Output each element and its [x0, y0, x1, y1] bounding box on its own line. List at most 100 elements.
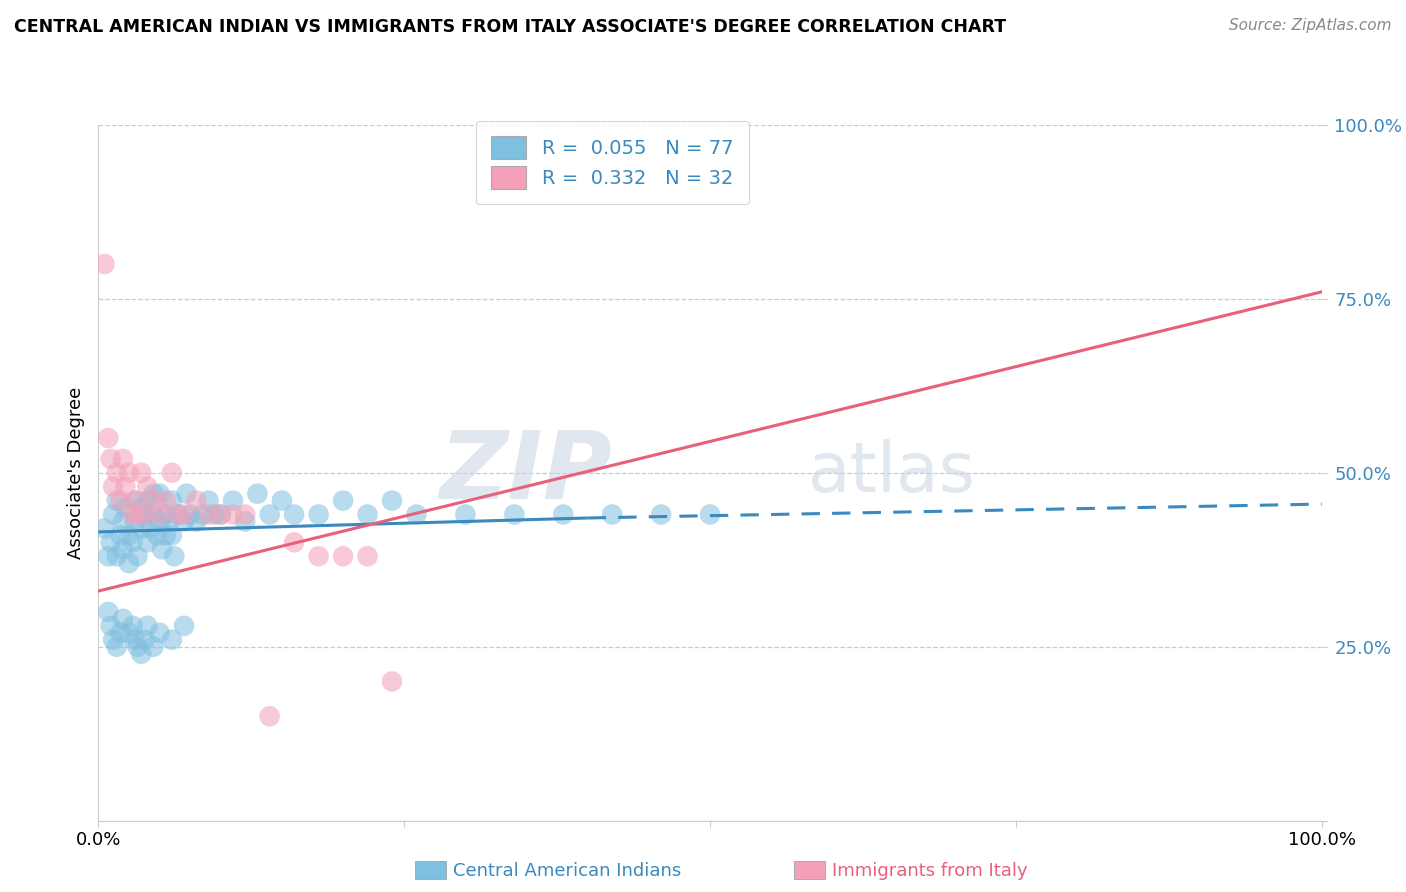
Point: [308, 549, 330, 564]
Point: [105, 466, 128, 480]
Point: [149, 508, 172, 522]
Point: [149, 486, 172, 500]
Point: [134, 508, 156, 522]
Point: [127, 549, 149, 564]
Point: [142, 508, 165, 522]
Point: [209, 508, 232, 522]
Point: [97, 549, 120, 564]
Point: [118, 466, 141, 480]
Point: [356, 549, 378, 564]
Point: [197, 508, 219, 522]
Point: [105, 549, 128, 564]
Point: [173, 619, 195, 633]
Text: ZIP: ZIP: [439, 426, 612, 519]
Point: [121, 535, 143, 549]
Point: [197, 493, 219, 508]
Point: [381, 674, 404, 689]
Point: [111, 542, 134, 557]
Point: [454, 508, 477, 522]
Point: [105, 493, 128, 508]
Point: [176, 486, 198, 500]
Point: [118, 528, 141, 542]
Point: [173, 515, 195, 529]
Point: [142, 486, 165, 500]
Point: [124, 515, 146, 529]
Point: [163, 549, 186, 564]
Point: [146, 528, 169, 542]
Point: [105, 640, 128, 654]
Point: [110, 625, 132, 640]
Point: [142, 640, 165, 654]
Point: [246, 486, 269, 500]
Point: [259, 709, 281, 723]
Point: [93, 257, 115, 271]
Point: [160, 466, 183, 480]
Point: [101, 508, 124, 522]
Text: Source: ZipAtlas.com: Source: ZipAtlas.com: [1229, 18, 1392, 33]
Point: [157, 515, 180, 529]
Point: [283, 508, 305, 522]
Point: [100, 535, 122, 549]
Point: [650, 508, 672, 522]
Point: [160, 632, 183, 647]
Legend: R =  0.055   N = 77, R =  0.332   N = 32: R = 0.055 N = 77, R = 0.332 N = 32: [475, 120, 749, 204]
Point: [173, 508, 195, 522]
Point: [97, 605, 120, 619]
Text: CENTRAL AMERICAN INDIAN VS IMMIGRANTS FROM ITALY ASSOCIATE'S DEGREE CORRELATION : CENTRAL AMERICAN INDIAN VS IMMIGRANTS FR…: [14, 18, 1007, 36]
Point: [405, 508, 427, 522]
Point: [155, 528, 177, 542]
Point: [114, 500, 136, 515]
Point: [136, 480, 159, 494]
Point: [118, 625, 141, 640]
Point: [124, 632, 146, 647]
Point: [110, 528, 132, 542]
Point: [699, 508, 721, 522]
Point: [332, 493, 354, 508]
Point: [179, 508, 201, 522]
Point: [142, 493, 165, 508]
Point: [308, 508, 330, 522]
Point: [134, 632, 156, 647]
Point: [167, 508, 190, 522]
Point: [139, 521, 162, 535]
Point: [129, 466, 152, 480]
Point: [100, 451, 122, 466]
Point: [155, 508, 177, 522]
Point: [111, 515, 134, 529]
Point: [124, 493, 146, 508]
Point: [149, 515, 172, 529]
Point: [259, 508, 281, 522]
Point: [155, 493, 177, 508]
Point: [121, 619, 143, 633]
Point: [129, 647, 152, 661]
Point: [503, 508, 526, 522]
Point: [191, 508, 214, 522]
Point: [127, 508, 149, 522]
Point: [111, 612, 134, 626]
Point: [270, 493, 294, 508]
Point: [136, 493, 159, 508]
Point: [101, 632, 124, 647]
Point: [129, 521, 152, 535]
Point: [186, 515, 208, 529]
Point: [160, 493, 183, 508]
Point: [134, 508, 156, 522]
Point: [114, 480, 136, 494]
Y-axis label: Associate's Degree: Associate's Degree: [66, 386, 84, 559]
Point: [233, 515, 256, 529]
Point: [204, 508, 226, 522]
Point: [233, 508, 256, 522]
Point: [118, 556, 141, 570]
Point: [600, 508, 623, 522]
Point: [186, 493, 208, 508]
Point: [283, 535, 305, 549]
Point: [332, 549, 354, 564]
Point: [93, 521, 115, 535]
Text: Immigrants from Italy: Immigrants from Italy: [832, 862, 1028, 880]
Point: [356, 508, 378, 522]
Point: [150, 542, 173, 557]
Point: [136, 619, 159, 633]
Point: [167, 508, 190, 522]
Point: [111, 451, 134, 466]
Point: [97, 431, 120, 445]
